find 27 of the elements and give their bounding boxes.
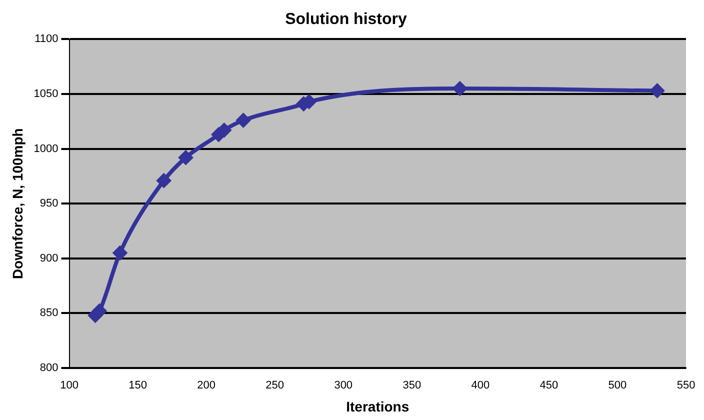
point <box>236 112 251 128</box>
x-tick-label: 150 <box>128 380 147 392</box>
y-tick-label: 1000 <box>34 142 58 155</box>
y-tick-label: 950 <box>40 198 58 210</box>
x-tick-label: 350 <box>402 380 422 392</box>
point <box>650 83 665 98</box>
y-axis-title: Downforce, N, 100mph <box>9 128 26 280</box>
y-tick-label: 850 <box>40 307 58 320</box>
x-tick-label: 550 <box>676 380 696 392</box>
y-tick-label: 1050 <box>34 88 58 100</box>
x-tick-label: 250 <box>266 380 284 392</box>
x-tick-label: 450 <box>540 380 558 392</box>
y-tick-label: 900 <box>40 252 58 264</box>
point <box>452 81 468 96</box>
y-tick-label: 800 <box>40 362 58 374</box>
point <box>92 304 107 319</box>
point <box>112 245 128 260</box>
x-axis-title: Iterations <box>346 398 410 414</box>
chart-title: Solution history <box>285 11 407 28</box>
point <box>156 173 172 188</box>
x-tick-label: 400 <box>471 380 490 392</box>
x-tick-label: 200 <box>197 380 216 392</box>
x-tick-label: 500 <box>608 380 627 392</box>
point <box>178 150 194 166</box>
x-tick-label: 300 <box>334 380 353 392</box>
x-tick-label: 100 <box>60 380 78 392</box>
y-tick-label: 1100 <box>34 33 58 46</box>
